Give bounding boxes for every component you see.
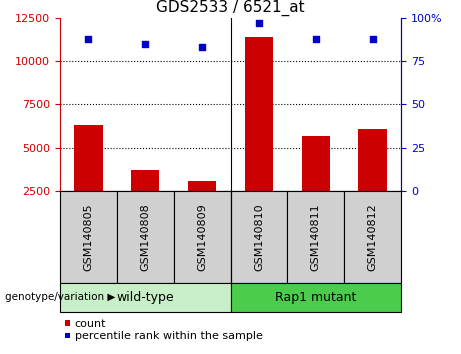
- Text: GSM140812: GSM140812: [367, 203, 378, 271]
- Bar: [188, 181, 216, 191]
- Point: [85, 36, 92, 41]
- Point: [369, 36, 376, 41]
- Text: GSM140811: GSM140811: [311, 203, 321, 271]
- Text: GSM140808: GSM140808: [140, 203, 150, 271]
- Text: GSM140805: GSM140805: [83, 203, 94, 271]
- Bar: [131, 170, 160, 191]
- Bar: [230, 191, 287, 283]
- Bar: [301, 136, 330, 191]
- Bar: [358, 129, 387, 191]
- Bar: [287, 191, 344, 283]
- Point: [255, 20, 263, 26]
- Bar: [117, 191, 174, 283]
- Bar: [245, 37, 273, 191]
- Point: [198, 44, 206, 50]
- Bar: [344, 191, 401, 283]
- Bar: [230, 283, 401, 312]
- Bar: [174, 191, 230, 283]
- Text: GSM140810: GSM140810: [254, 203, 264, 271]
- Bar: [74, 125, 102, 191]
- Text: count: count: [75, 319, 106, 329]
- Bar: [60, 191, 117, 283]
- Bar: [60, 283, 230, 312]
- Text: wild-type: wild-type: [116, 291, 174, 304]
- Text: Rap1 mutant: Rap1 mutant: [275, 291, 356, 304]
- Text: genotype/variation ▶: genotype/variation ▶: [5, 292, 115, 302]
- Text: GSM140809: GSM140809: [197, 203, 207, 271]
- Point: [312, 36, 319, 41]
- Point: [142, 41, 149, 46]
- Text: percentile rank within the sample: percentile rank within the sample: [75, 331, 263, 341]
- Title: GDS2533 / 6521_at: GDS2533 / 6521_at: [156, 0, 305, 16]
